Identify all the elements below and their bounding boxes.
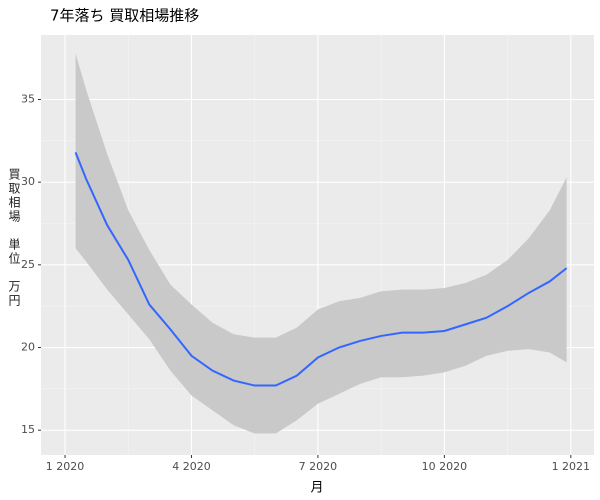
x-axis-label: 月 [310,481,323,496]
y-axis-label: 買取相場 単位 万円 [7,168,21,308]
x-tick-label: 1 2020 [46,460,85,473]
line [74,152,568,387]
y-tick-label: 20 [21,341,35,354]
chart-title: 7年落ち 買取相場推移 [50,7,199,25]
y-tick-label: 30 [21,175,35,188]
x-tick-label: 7 2020 [299,460,338,473]
y-tick-label: 25 [21,258,35,271]
y-tick-label: 35 [21,92,35,105]
x-tick-label: 4 2020 [172,460,211,473]
x-tick-label: 1 2021 [552,460,591,473]
confidence-band [75,53,567,434]
x-tick-label: 10 2020 [422,460,468,473]
y-tick-label: 15 [21,423,35,436]
